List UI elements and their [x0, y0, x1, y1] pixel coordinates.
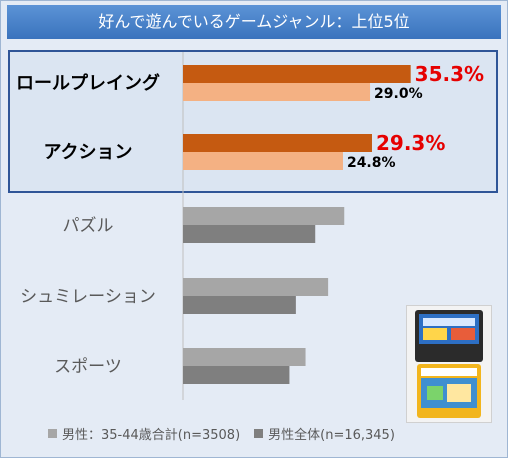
category-label: ロールプレイング: [16, 72, 160, 94]
legend-item-series-1: 男性全体(n=16,345): [254, 424, 395, 443]
data-label-series-1: 29.0%: [374, 86, 423, 102]
bar-series-0: [183, 278, 329, 296]
legend-label-series-0: 男性：35-44歳合計(n=3508): [62, 428, 241, 443]
famicom-cartridges-photo: [406, 305, 492, 423]
category-label: スポーツ: [54, 357, 122, 377]
bar-series-0: [183, 65, 411, 83]
data-label-series-1: 24.8%: [347, 155, 396, 171]
bar-series-1: [183, 296, 296, 314]
category-label: パズル: [63, 216, 114, 236]
category-label: シュミレーション: [20, 287, 156, 307]
legend-swatch-series-0: [48, 429, 57, 438]
data-label-series-0: 35.3%: [415, 62, 484, 86]
bar-series-1: [183, 152, 343, 170]
bar-series-0: [183, 207, 345, 225]
bar-series-0: [183, 134, 372, 152]
bar-series-1: [183, 366, 290, 384]
legend-swatch-series-1: [254, 429, 264, 438]
data-label-series-0: 29.3%: [376, 131, 445, 155]
bar-series-0: [183, 348, 306, 366]
bar-series-1: [183, 83, 371, 101]
chart-title: 好んで遊んでいるゲームジャンル：上位5位: [7, 5, 501, 39]
category-label: アクション: [43, 142, 132, 163]
bar-series-1: [183, 225, 316, 243]
legend-label-series-1: 男性全体(n=16,345): [268, 428, 395, 443]
legend: 男性：35-44歳合計(n=3508) 男性全体(n=16,345): [48, 424, 395, 443]
legend-item-series-0: 男性：35-44歳合計(n=3508): [48, 424, 240, 443]
